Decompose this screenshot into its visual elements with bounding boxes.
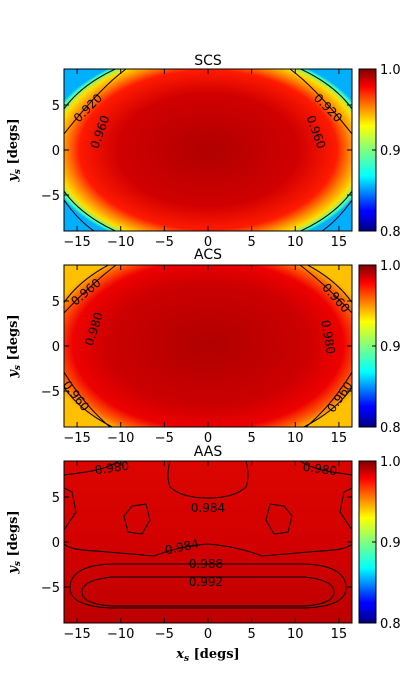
contour-label-aas-0988: 0.988 [189,557,223,571]
colorbar-tick-label: 0.8 [380,421,401,436]
contour-aas-0984-band [64,543,352,557]
colorbar-ticks-scs: 1.0 0.9 0.8 [372,63,401,240]
colorbar-ticks-aas: 1.0 0.9 0.8 [372,455,401,632]
colorbar-tick-label: 0.8 [380,225,401,240]
y-ticks-aas: 5 0 −5 [41,491,352,596]
heatmap-aas [64,461,352,623]
contour-aas-0984-arch [167,461,249,499]
x-tick-label: 5 [247,235,255,250]
x-ticks-acs: −15 −10 −5 0 5 10 15 [63,265,347,446]
heatmap-scs [64,69,352,231]
panel-aas: AAS 0.980 0.980 0.984 0.984 0.988 0.992 [6,444,401,642]
x-tick-label: 15 [331,627,348,642]
x-tick-label: 5 [247,431,255,446]
x-tick-label: −15 [63,627,90,642]
panel-scs: SCS 0.920 0.920 0.960 0.960 −15 −10 −5 0 5 10… [6,53,401,250]
contour-label-aas-0984-band: 0.984 [164,537,201,558]
y-tick-label: 5 [52,99,60,114]
contour-acs-0960-tr [299,265,352,314]
colorbar-tick-label: 0.9 [380,536,401,551]
y-tick-label: 5 [52,295,60,310]
panel-title-acs: ACS [194,247,222,263]
x-tick-label: 10 [287,431,304,446]
x-tick-label: 5 [247,627,255,642]
heatmap-acs [64,265,352,427]
contour-aas-0980-side-left [64,487,77,531]
contour-acs-0960-bl [64,371,111,427]
y-ticks-acs: 5 0 −5 [41,295,352,400]
contour-label-aas-0992: 0.992 [189,575,223,589]
contour-aas-0984-island-left [123,503,151,535]
contour-aas-0988 [69,563,347,609]
x-tick-label: 15 [331,235,348,250]
colorbar-tick-label: 1.0 [380,455,401,470]
colorbar-tick-label: 1.0 [380,259,401,274]
x-tick-label: −5 [155,431,174,446]
y-tick-label: 0 [52,144,60,159]
x-tick-label: 10 [287,627,304,642]
x-axis-label: xs [degs] [175,647,239,664]
contour-aas-0980-side-right [339,487,352,531]
y-tick-label: −5 [41,189,60,204]
x-tick-label: 0 [204,627,212,642]
contour-scs-0920-br [321,199,352,231]
y-tick-label: −5 [41,385,60,400]
x-tick-label: −5 [155,235,174,250]
x-tick-label: −10 [107,627,134,642]
x-tick-label: −5 [155,627,174,642]
y-ticks-scs: 5 0 −5 [41,99,352,204]
colorbar-tick-label: 0.8 [380,617,401,632]
y-axis-label-acs: ys [degs] [6,314,23,378]
y-axis-label-aas: ys [degs] [6,510,23,574]
contour-label-aas-0984-top: 0.984 [191,501,225,515]
contour-scs-0920-bl [64,199,95,231]
contour-acs-0960-br [305,371,352,427]
panel-title-aas: AAS [194,444,223,460]
y-tick-label: −5 [41,581,60,596]
colorbar-tick-label: 0.9 [380,144,401,159]
x-tick-label: −15 [63,235,90,250]
x-ticks-scs: −15 −10 −5 0 5 10 15 [63,69,347,250]
contour-label-acs-mr: 0.980 [318,319,338,355]
x-tick-label: 0 [204,431,212,446]
y-tick-label: 5 [52,491,60,506]
x-tick-label: 10 [287,235,304,250]
y-tick-label: 0 [52,536,60,551]
panel-acs: ACS 0.960 0.960 0.980 0.980 0.960 0.960 … [6,247,401,446]
y-axis-label-scs: ys [degs] [6,118,23,182]
x-ticks-aas: −15 −10 −5 0 5 10 15 [63,461,347,642]
contour-aas-0984-island-right [265,503,293,535]
x-tick-label: 0 [204,235,212,250]
contour-label-aas-0980-right: 0.980 [302,460,338,479]
x-tick-label: −15 [63,431,90,446]
x-tick-label: −10 [107,235,134,250]
colorbar-tick-label: 0.9 [380,340,401,355]
contour-acs-0960-tl [64,265,117,314]
contour-aas-0992 [81,576,335,607]
colorbar-tick-label: 1.0 [380,63,401,78]
contour-aas-0980 [64,461,352,476]
x-tick-label: −10 [107,431,134,446]
colorbar-ticks-acs: 1.0 0.9 0.8 [372,259,401,436]
panel-title-scs: SCS [194,53,222,69]
x-tick-label: 15 [331,431,348,446]
y-tick-label: 0 [52,340,60,355]
